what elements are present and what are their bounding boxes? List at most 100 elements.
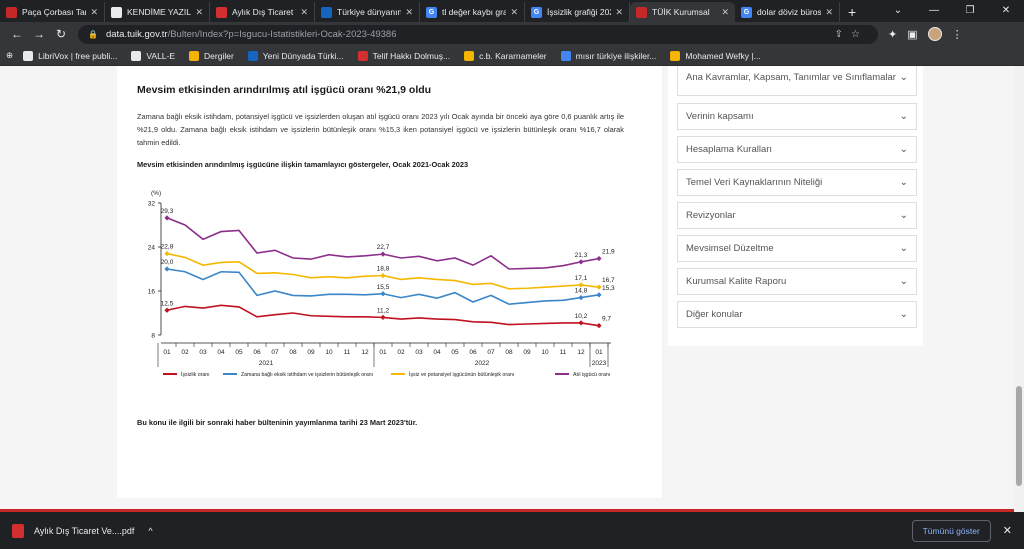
tab-close-icon[interactable]: ✕ — [825, 6, 833, 17]
menu-icon[interactable]: ⋮ — [951, 28, 963, 41]
bookmark-label: LibriVox | free publi... — [38, 50, 118, 61]
browser-tab[interactable]: Aylık Dış Ticaret V ✕ — [210, 2, 315, 22]
chevron-down-icon[interactable]: ⌄ — [899, 72, 908, 83]
tab-label: Türkiye dünyanın — [337, 7, 402, 17]
tab-close-icon[interactable]: ✕ — [721, 6, 729, 17]
x-tick-label: 09 — [523, 349, 531, 356]
restore-icon[interactable]: ❐ — [965, 5, 975, 16]
tab-label: KENDİME YAZILA — [127, 7, 192, 17]
chevron-down-icon[interactable]: ⌄ — [899, 210, 908, 221]
side-panel-icon[interactable]: ▣ — [907, 28, 918, 41]
back-icon[interactable]: ← — [11, 27, 23, 41]
x-tick-label: 08 — [289, 349, 297, 356]
tab-close-icon[interactable]: ✕ — [300, 6, 308, 17]
data-label: 15,3 — [602, 285, 615, 292]
chevron-down-icon[interactable]: ⌄ — [899, 177, 908, 188]
data-label: 29,3 — [161, 208, 174, 215]
close-download-bar-icon[interactable]: ✕ — [1002, 525, 1012, 537]
bulletin-card: Mevsim etkisinden arındırılmış atıl işgü… — [117, 66, 662, 498]
chevron-down-icon[interactable]: ⌄ — [899, 111, 908, 122]
forward-icon[interactable]: → — [33, 27, 45, 41]
data-label: 16,7 — [602, 277, 615, 284]
sidebar-accordion-item[interactable]: Revizyonlar ⌄ — [677, 202, 917, 229]
chevron-down-icon[interactable]: ⌄ — [899, 243, 908, 254]
sidebar-accordion-item[interactable]: Hesaplama Kuralları ⌄ — [677, 136, 917, 163]
tab-close-icon[interactable]: ✕ — [510, 6, 518, 17]
data-label: 18,8 — [377, 266, 390, 273]
chevron-up-icon[interactable]: ^ — [148, 525, 153, 536]
sidebar-accordion-item[interactable]: Diğer konular ⌄ — [677, 301, 917, 328]
bookmark-icon — [464, 50, 475, 61]
sidebar-accordion-item[interactable]: Verinin kapsamı ⌄ — [677, 103, 917, 130]
chevron-down-icon[interactable]: ⌄ — [899, 309, 908, 320]
bookmark-item[interactable]: c.b. Kararnameler — [464, 50, 547, 61]
chevron-down-icon[interactable]: ⌄ — [899, 276, 908, 287]
window-controls: ⌄ — ❐ ✕ — [880, 0, 1024, 22]
bookmark-item[interactable]: VALL-E — [131, 50, 175, 61]
browser-tab[interactable]: Paça Çorbası Tarif ✕ — [0, 2, 105, 22]
legend-label: Atıl işgücü oranı — [573, 372, 610, 378]
tab-label: İşsizlik grafiği 202 — [547, 7, 612, 17]
data-point — [164, 215, 170, 221]
accordion-label: Ana Kavramlar, Kapsam, Tanımlar ve Sınıf… — [686, 72, 896, 83]
new-tab-button[interactable]: + — [848, 4, 857, 20]
url-path: /Bulten/Index?p=Isgucu-Istatistikleri-Oc… — [167, 28, 397, 40]
bookmark-item[interactable]: Yeni Dünyada Türki... — [247, 50, 344, 61]
browser-tab[interactable]: G İşsizlik grafiği 202 ✕ — [525, 2, 630, 22]
tab-close-icon[interactable]: ✕ — [615, 6, 623, 17]
x-tick-label: 12 — [577, 349, 585, 356]
browser-tab[interactable]: Türkiye dünyanın ✕ — [315, 2, 420, 22]
apps-icon[interactable]: ⊕ — [6, 50, 14, 60]
bookmark-icon — [560, 50, 571, 61]
bookmark-item[interactable]: Mohamed Wefky |... — [670, 50, 761, 61]
bookmark-label: Telif Hakkı Dolmuş... — [372, 50, 451, 61]
browser-tab[interactable]: TÜİK Kurumsal ✕ — [630, 2, 735, 22]
extensions-icon[interactable]: ✦ — [888, 28, 898, 41]
sidebar-accordion-item[interactable]: Temel Veri Kaynaklarının Niteliği ⌄ — [677, 169, 917, 196]
chevron-down-icon[interactable]: ⌄ — [899, 144, 908, 155]
download-item[interactable]: Aylık Dış Ticaret Ve....pdf ^ — [12, 523, 153, 538]
data-point — [596, 255, 602, 262]
tab-label: Aylık Dış Ticaret V — [232, 7, 297, 17]
reload-icon[interactable]: ↻ — [55, 27, 67, 41]
bookmark-item[interactable]: mısır türkiye ilişkiler... — [560, 50, 656, 61]
lock-icon[interactable]: 🔒 — [88, 29, 98, 39]
sidebar-accordion-item[interactable]: Kurumsal Kalite Raporu ⌄ — [677, 268, 917, 295]
bookmark-icon — [131, 50, 142, 61]
sidebar-accordion-item[interactable]: Ana Kavramlar, Kapsam, Tanımlar ve Sınıf… — [677, 66, 917, 96]
x-tick-label: 08 — [505, 349, 513, 356]
tab-search-icon[interactable]: ⌄ — [893, 5, 903, 16]
bookmark-label: Dergiler — [204, 50, 234, 61]
tab-close-icon[interactable]: ✕ — [405, 6, 413, 17]
data-label: 20,0 — [161, 259, 174, 266]
tab-close-icon[interactable]: ✕ — [195, 6, 203, 17]
share-star-icons[interactable]: ⇪☆ — [834, 28, 868, 40]
close-window-icon[interactable]: ✕ — [1001, 5, 1011, 16]
browser-toolbar: ← → ↻ 🔒 data.tuik.gov.tr /Bulten/Index?p… — [0, 22, 1024, 46]
x-tick-label: 01 — [379, 349, 387, 356]
address-bar[interactable]: 🔒 data.tuik.gov.tr /Bulten/Index?p=Isguc… — [78, 24, 878, 44]
bookmark-item[interactable]: LibriVox | free publi... — [23, 50, 118, 61]
figure-title: Mevsim etkisinden arındırılmış işgücüne … — [137, 160, 469, 169]
page-scrollbar[interactable] — [1014, 66, 1024, 512]
bookmark-item[interactable]: Dergiler — [189, 50, 234, 61]
scrollbar-thumb[interactable] — [1016, 386, 1022, 486]
minimize-icon[interactable]: — — [929, 5, 939, 16]
accordion-label: Temel Veri Kaynaklarının Niteliği — [686, 177, 823, 188]
y-tick-label: 24 — [148, 245, 156, 252]
x-tick-label: 12 — [361, 349, 369, 356]
profile-avatar[interactable] — [927, 27, 942, 41]
x-tick-label: 11 — [560, 349, 567, 356]
data-label: 11,2 — [377, 307, 390, 314]
download-file-name: Aylık Dış Ticaret Ve....pdf — [34, 525, 135, 536]
tab-close-icon[interactable]: ✕ — [90, 6, 98, 17]
sidebar-accordion-item[interactable]: Mevsimsel Düzeltme ⌄ — [677, 235, 917, 262]
download-bar: Aylık Dış Ticaret Ve....pdf ^ Tümünü gös… — [0, 512, 1024, 549]
data-point — [596, 292, 602, 298]
show-all-downloads-button[interactable]: Tümünü göster — [911, 519, 991, 542]
bookmark-item[interactable]: Telif Hakkı Dolmuş... — [357, 50, 451, 61]
browser-tab[interactable]: KENDİME YAZILA ✕ — [105, 2, 210, 22]
bookmark-icon — [189, 50, 200, 61]
